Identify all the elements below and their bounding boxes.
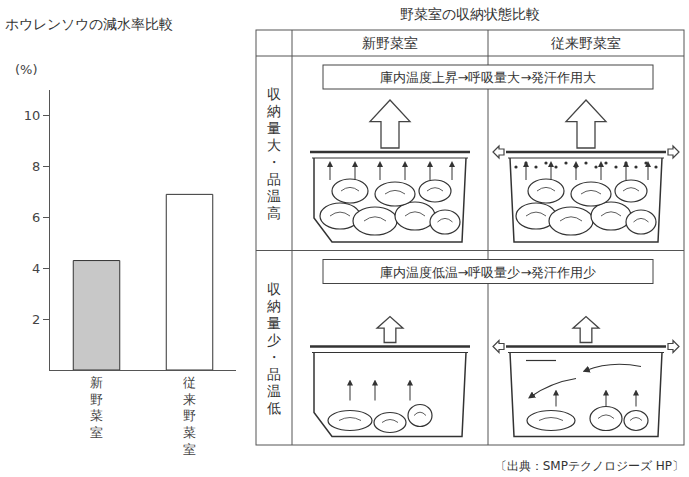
svg-text:品: 品 <box>267 366 281 382</box>
svg-text:6: 6 <box>32 210 40 225</box>
svg-text:・: ・ <box>267 349 281 365</box>
svg-text:庫内温度低温→呼吸量少→発汗作用少: 庫内温度低温→呼吸量少→発汗作用少 <box>380 265 597 280</box>
svg-text:大: 大 <box>267 137 281 153</box>
svg-text:(%): (%) <box>15 62 38 77</box>
svg-text:4: 4 <box>32 261 40 276</box>
svg-text:2: 2 <box>32 312 40 327</box>
svg-text:〔出典：SMPテクノロジーズ HP〕: 〔出典：SMPテクノロジーズ HP〕 <box>495 459 684 473</box>
svg-text:ホウレンソウの減水率比較: ホウレンソウの減水率比較 <box>5 16 173 32</box>
svg-text:庫内温度上昇→呼吸量大→発汗作用大: 庫内温度上昇→呼吸量大→発汗作用大 <box>380 70 597 85</box>
svg-text:量: 量 <box>267 120 281 136</box>
svg-text:新野菜室: 新野菜室 <box>90 375 103 441</box>
svg-text:量: 量 <box>267 315 281 331</box>
svg-text:新野菜室: 新野菜室 <box>362 35 418 51</box>
svg-text:従来野菜室: 従来野菜室 <box>551 35 621 51</box>
svg-text:高: 高 <box>267 205 281 221</box>
svg-text:納: 納 <box>267 298 281 314</box>
svg-text:8: 8 <box>32 159 40 174</box>
svg-text:温: 温 <box>267 383 281 399</box>
svg-text:収: 収 <box>267 281 281 297</box>
svg-text:納: 納 <box>267 103 281 119</box>
svg-text:温: 温 <box>267 188 281 204</box>
svg-text:品: 品 <box>267 171 281 187</box>
svg-text:野菜室の収納状態比較: 野菜室の収納状態比較 <box>400 6 540 22</box>
svg-text:少: 少 <box>267 332 281 348</box>
svg-text:従来野菜室: 従来野菜室 <box>183 375 196 458</box>
svg-text:10: 10 <box>24 108 41 123</box>
svg-text:低: 低 <box>267 400 281 416</box>
svg-text:・: ・ <box>267 154 281 170</box>
svg-text:収: 収 <box>267 86 281 102</box>
